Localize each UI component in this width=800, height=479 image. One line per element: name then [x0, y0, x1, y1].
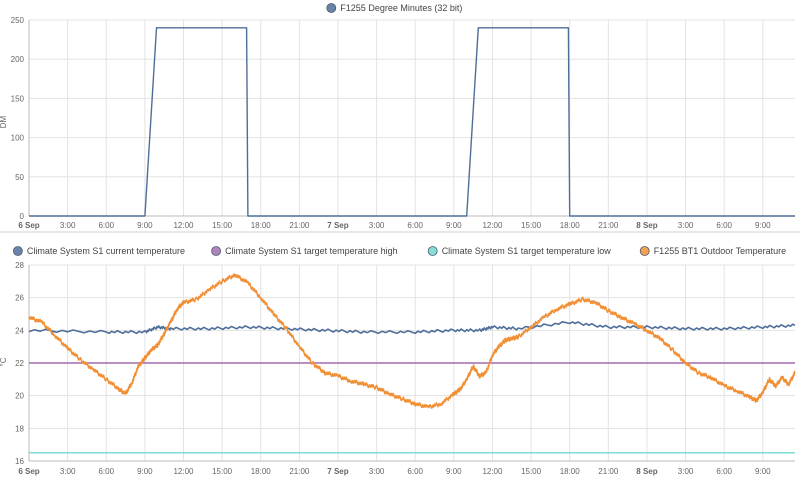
x-tick-label: 15:00	[521, 467, 542, 476]
legend-item-f1255-degree-minutes-32-bit[interactable]: F1255 Degree Minutes (32 bit)	[326, 3, 463, 13]
x-tick-label: 21:00	[598, 221, 619, 230]
x-tick-label: 18:00	[560, 467, 581, 476]
x-tick-label: 12:00	[173, 467, 194, 476]
x-tick-label: 18:00	[251, 221, 272, 230]
x-tick-label: 3:00	[60, 467, 76, 476]
degree-minutes-legend[interactable]: F1255 Degree Minutes (32 bit)	[326, 3, 463, 13]
x-tick-label: 12:00	[482, 467, 503, 476]
x-tick-label: 6:00	[716, 221, 732, 230]
x-tick-label: 6:00	[407, 467, 423, 476]
degree-minutes-y-ticks: 0 50 100 150 200 250	[11, 16, 25, 221]
x-tick-label: 6 Sep	[18, 467, 39, 476]
y-tick-label: 150	[11, 94, 25, 103]
x-tick-label: 12:00	[173, 221, 194, 230]
x-tick-label: 3:00	[678, 221, 694, 230]
temperature-series	[28, 273, 796, 454]
legend-label: F1255 Degree Minutes (32 bit)	[340, 3, 462, 13]
legend-swatch	[12, 246, 23, 256]
legend-label: Climate System S1 current temperature	[27, 246, 185, 256]
legend-label: F1255 BT1 Outdoor Temperature	[654, 246, 786, 256]
x-tick-label: 15:00	[212, 221, 233, 230]
x-tick-label: 3:00	[369, 467, 385, 476]
y-tick-label: 24	[15, 326, 24, 335]
y-tick-label: 250	[11, 16, 25, 25]
x-tick-label: 21:00	[289, 221, 310, 230]
temperature-legend[interactable]: Climate System S1 current temperature Cli…	[12, 246, 786, 256]
x-tick-label: 12:00	[482, 221, 503, 230]
y-tick-label: 200	[11, 55, 25, 64]
y-tick-label: 20	[15, 392, 24, 401]
temperature-y-ticks: 16 18 20 22 24 26 28	[15, 261, 24, 466]
legend-item-f1255-bt1-outdoor-temperature[interactable]: F1255 BT1 Outdoor Temperature	[639, 246, 786, 256]
x-tick-label: 3:00	[369, 221, 385, 230]
temperature-x-ticks: 6 Sep 3:00 6:00 9:00 12:00 15:00 18:00 21:00 7 S…	[18, 467, 771, 476]
degree-minutes-y-axis-label: DM	[0, 115, 8, 128]
x-tick-label: 9:00	[137, 221, 153, 230]
legend-swatch	[427, 246, 438, 256]
y-tick-label: 50	[15, 173, 24, 182]
y-tick-label: 100	[11, 134, 25, 143]
x-tick-label: 9:00	[446, 467, 462, 476]
temperature-chart: Climate System S1 current temperature Cli…	[0, 246, 796, 476]
y-tick-label: 26	[15, 294, 24, 303]
degree-minutes-grid	[28, 19, 795, 217]
temperature-y-axis-label: °C	[0, 357, 8, 366]
legend-label: Climate System S1 target temperature low	[442, 246, 612, 256]
x-tick-label: 18:00	[560, 221, 581, 230]
y-tick-label: 0	[20, 212, 25, 221]
degree-minutes-chart: F1255 Degree Minutes (32 bit) DM 0 50 100 1…	[0, 3, 795, 230]
legend-item-climate-system-s1-current-temperature[interactable]: Climate System S1 current temperature	[12, 246, 185, 256]
x-tick-label: 3:00	[60, 221, 76, 230]
x-tick-label: 6:00	[98, 467, 114, 476]
x-tick-label: 6:00	[716, 467, 732, 476]
x-tick-label: 9:00	[137, 467, 153, 476]
x-tick-label: 6:00	[98, 221, 114, 230]
legend-swatch	[326, 3, 337, 13]
x-tick-label: 6:00	[407, 221, 423, 230]
x-tick-label: 18:00	[251, 467, 272, 476]
legend-item-climate-system-s1-target-temperature-high[interactable]: Climate System S1 target temperature hig…	[211, 246, 398, 256]
x-tick-label: 7 Sep	[327, 221, 348, 230]
y-tick-label: 18	[15, 424, 24, 433]
x-tick-label: 3:00	[678, 467, 694, 476]
legend-swatch	[639, 246, 650, 256]
f1255-degree-minutes-32-bit-line	[29, 27, 795, 217]
x-tick-label: 9:00	[446, 221, 462, 230]
x-tick-label: 8 Sep	[636, 467, 657, 476]
x-tick-label: 8 Sep	[636, 221, 657, 230]
x-tick-label: 21:00	[289, 467, 310, 476]
climate-system-s1-current-temperature-line	[28, 320, 796, 335]
y-tick-label: 16	[15, 457, 24, 466]
legend-swatch	[211, 246, 222, 256]
legend-item-climate-system-s1-target-temperature-low[interactable]: Climate System S1 target temperature low	[427, 246, 612, 256]
x-tick-label: 6 Sep	[18, 221, 39, 230]
degree-minutes-series	[29, 27, 795, 217]
f1255-bt1-outdoor-temperature-line	[28, 273, 796, 409]
x-tick-label: 9:00	[755, 467, 771, 476]
degree-minutes-x-ticks: 6 Sep 3:00 6:00 9:00 12:00 15:00 18:00 21:00 7 S…	[18, 221, 771, 230]
x-tick-label: 7 Sep	[327, 467, 348, 476]
x-tick-label: 15:00	[521, 221, 542, 230]
x-tick-label: 21:00	[598, 467, 619, 476]
x-tick-label: 15:00	[212, 467, 233, 476]
y-tick-label: 28	[15, 261, 24, 270]
x-tick-label: 9:00	[755, 221, 771, 230]
y-tick-label: 22	[15, 359, 24, 368]
legend-label: Climate System S1 target temperature hig…	[225, 246, 398, 256]
